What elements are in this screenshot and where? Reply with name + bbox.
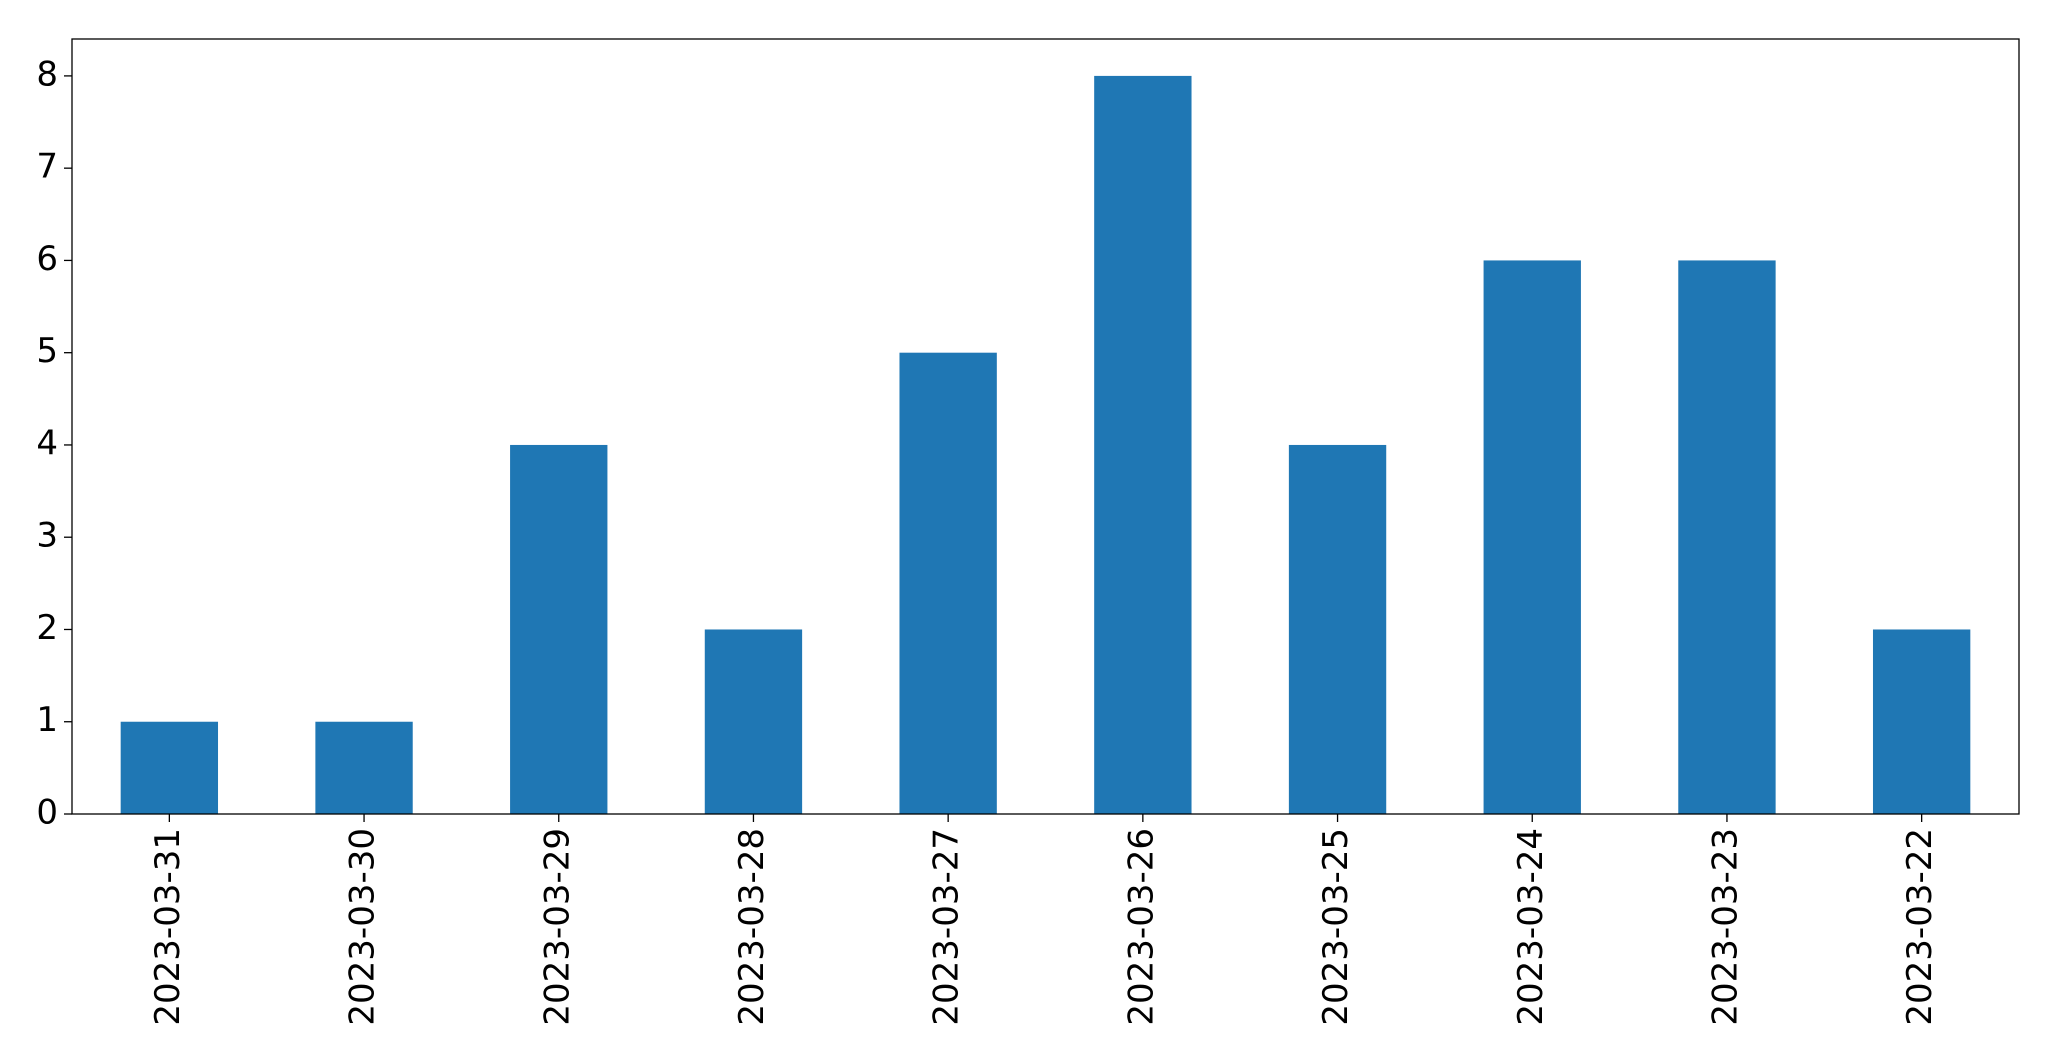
bar bbox=[120, 721, 219, 814]
bar bbox=[899, 352, 997, 814]
y-tick-label: 3 bbox=[36, 516, 58, 556]
bar bbox=[1288, 444, 1387, 814]
x-tick-label: 2023-03-25 bbox=[1316, 828, 1356, 1026]
y-tick-label: 1 bbox=[36, 700, 58, 740]
x-tick-label: 2023-03-28 bbox=[732, 828, 772, 1026]
x-tick-label: 2023-03-27 bbox=[927, 828, 967, 1026]
bar bbox=[1872, 629, 1971, 814]
bar bbox=[704, 629, 803, 814]
bar bbox=[1678, 260, 1776, 814]
y-tick-label: 2 bbox=[36, 608, 58, 648]
y-tick-label: 5 bbox=[36, 331, 58, 371]
y-tick-label: 7 bbox=[36, 147, 58, 187]
x-tick-label: 2023-03-30 bbox=[343, 828, 383, 1026]
y-tick-label: 4 bbox=[36, 423, 58, 463]
x-tick-label: 2023-03-22 bbox=[1900, 828, 1940, 1026]
bar bbox=[1094, 75, 1192, 814]
bar bbox=[315, 721, 413, 814]
y-tick-label: 8 bbox=[36, 54, 58, 94]
x-tick-label: 2023-03-29 bbox=[537, 828, 577, 1026]
x-tick-label: 2023-03-23 bbox=[1705, 828, 1745, 1026]
x-tick-label: 2023-03-26 bbox=[1121, 828, 1161, 1026]
bar bbox=[510, 444, 608, 814]
bar bbox=[1483, 260, 1581, 814]
plot-frame bbox=[71, 38, 2020, 815]
x-tick-label: 2023-03-31 bbox=[148, 828, 188, 1026]
y-tick-label: 0 bbox=[36, 793, 58, 833]
y-tick-label: 6 bbox=[36, 239, 58, 279]
x-tick-label: 2023-03-24 bbox=[1511, 828, 1551, 1026]
